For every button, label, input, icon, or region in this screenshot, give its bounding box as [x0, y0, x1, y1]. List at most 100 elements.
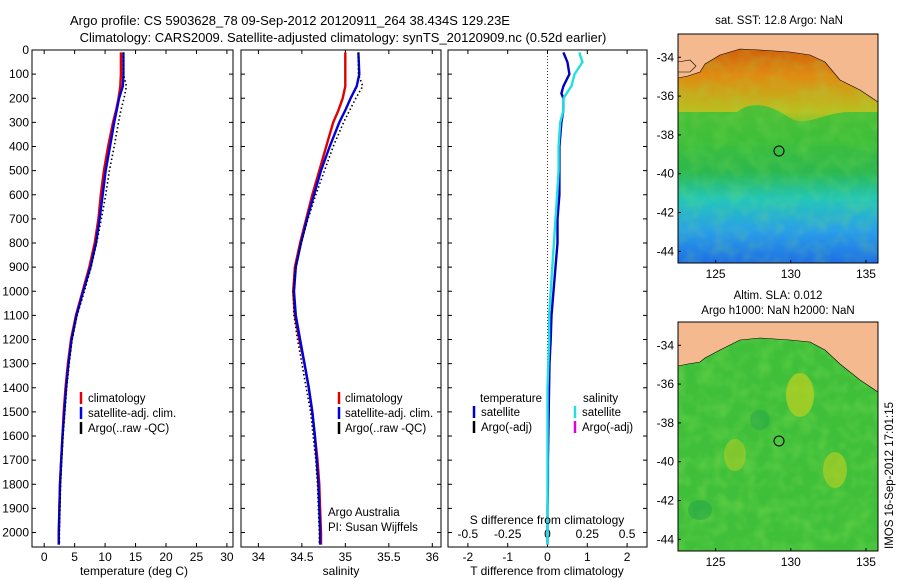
- salinity-axes-box: [240, 49, 442, 548]
- map-xtick-label: 130: [781, 267, 801, 281]
- xtick-label: 30: [220, 550, 234, 564]
- map-xtick-label: 135: [856, 555, 876, 569]
- legend-salinity-header: salinity: [583, 393, 618, 405]
- sst-map-title: sat. SST: 12.8 Argo: NaN: [715, 15, 843, 27]
- xtick-label: 35.5: [377, 550, 401, 564]
- ytick-label: 1600: [2, 429, 29, 443]
- legend-satellite-adj-label: satellite-adj. clim.: [88, 408, 176, 420]
- argo-australia-label: Argo Australia: [328, 507, 400, 519]
- map-ytick-label: -42: [657, 206, 675, 220]
- map-ytick-label: -38: [657, 128, 675, 142]
- legend-s-argo-label: Argo(-adj): [582, 422, 633, 434]
- ytick-label: 900: [9, 260, 29, 274]
- xtick-label: 1: [584, 550, 591, 564]
- s-difference-label: S difference from climatology: [470, 513, 625, 527]
- legend-t-argo-label: Argo(-adj): [481, 422, 532, 434]
- s-tick-label: 0.25: [576, 527, 600, 541]
- sst-argo-marker: [773, 145, 785, 157]
- xtick-label: 0: [41, 550, 48, 564]
- s-tick-label: 0.5: [619, 527, 636, 541]
- ytick-label: 1000: [2, 284, 29, 298]
- ytick-label: 2000: [2, 526, 29, 540]
- ytick-label: 1500: [2, 405, 29, 419]
- ytick-label: 200: [9, 91, 29, 105]
- xtick-label: 20: [159, 550, 173, 564]
- map-ytick-label: -40: [657, 455, 675, 469]
- sal-legend-argo-label: Argo(..raw -QC): [345, 423, 426, 435]
- ytick-label: 0: [22, 43, 29, 57]
- ytick-label: 1300: [2, 357, 29, 371]
- map-ytick-label: -34: [657, 50, 675, 64]
- temperature-panel: 0100200300400500600700800900100011001200…: [2, 43, 234, 578]
- xtick-label: 34.5: [290, 550, 314, 564]
- sla-coastline-land: [678, 322, 878, 393]
- sla-map-panel: Altim. SLA: 0.012 Argo h1000: NaN h2000:…: [657, 290, 879, 569]
- xtick-label: 5: [71, 550, 78, 564]
- sla-low-1: [750, 410, 770, 430]
- sst-coastline-islet: [678, 59, 697, 73]
- map-xtick-label: 125: [706, 267, 726, 281]
- legend-t-satellite-label: satellite: [481, 407, 520, 419]
- ytick-label: 1900: [2, 501, 29, 515]
- ytick-label: 100: [9, 67, 29, 81]
- salinity-xlabel: salinity: [323, 564, 360, 578]
- legend-climatology-label: climatology: [88, 393, 146, 405]
- temperature-xlabel: temperature (deg C): [80, 564, 188, 578]
- map-xtick-label: 130: [781, 555, 801, 569]
- series-argo-raw-qc-: [58, 52, 128, 545]
- sal-legend-satellite-adj-label: satellite-adj. clim.: [345, 408, 433, 420]
- ytick-label: 1800: [2, 477, 29, 491]
- xtick-label: 0: [544, 550, 551, 564]
- sst-coastline-land: [678, 34, 878, 103]
- map-xtick-label: 125: [706, 555, 726, 569]
- ytick-label: 1700: [2, 453, 29, 467]
- ytick-label: 300: [9, 115, 29, 129]
- t-difference-xlabel: T difference from climatology: [470, 564, 624, 578]
- map-xtick-label: 135: [856, 267, 876, 281]
- xtick-label: 36: [426, 550, 440, 564]
- salinity-panel: 34 34.5 35 35.5 36 salinity climatology sate…: [240, 49, 442, 578]
- sal-legend-climatology-label: climatology: [345, 393, 403, 405]
- map-ytick-label: -44: [657, 244, 675, 258]
- imos-timestamp: IMOS 16-Sep-2012 17:01:15: [884, 402, 896, 549]
- figure-title-line2: Climatology: CARS2009. Satellite-adjuste…: [80, 30, 607, 45]
- map-ytick-label: -42: [657, 494, 675, 508]
- figure-title-line1: Argo profile: CS 5903628_78 09-Sep-2012 …: [70, 13, 510, 28]
- sla-high-2: [823, 452, 847, 488]
- ytick-label: 800: [9, 236, 29, 250]
- series-argo-raw-qc-: [292, 52, 364, 545]
- legend-temperature-header: temperature: [480, 393, 542, 405]
- sla-map-title-line2: Argo h1000: NaN h2000: NaN: [701, 305, 854, 317]
- ytick-label: 1100: [3, 308, 29, 322]
- temperature-legend: climatology satellite-adj. clim. Argo(..…: [79, 392, 176, 435]
- ytick-label: 600: [9, 188, 29, 202]
- xtick-label: 2: [624, 550, 631, 564]
- xtick-label: 10: [98, 550, 112, 564]
- sla-low-2: [688, 500, 712, 520]
- temperature-axes-box: [31, 49, 234, 548]
- series-salinity-satellite: [546, 52, 584, 545]
- ytick-label: 500: [9, 164, 29, 178]
- map-ytick-label: -34: [657, 338, 675, 352]
- sla-argo-marker: [773, 435, 785, 447]
- s-tick-label: -0.5: [458, 527, 479, 541]
- legend-s-satellite-label: satellite: [582, 407, 621, 419]
- xtick-label: 34: [252, 550, 266, 564]
- map-ytick-label: -38: [657, 416, 675, 430]
- pi-label: PI: Susan Wijffels: [328, 522, 418, 534]
- ytick-label: 400: [9, 140, 29, 154]
- xtick-label: -1: [502, 550, 513, 564]
- ytick-label: 700: [9, 212, 29, 226]
- salinity-legend: climatology satellite-adj. clim. Argo(..…: [337, 392, 433, 435]
- ytick-label: 1200: [2, 333, 29, 347]
- xtick-label: -2: [463, 550, 474, 564]
- sla-map-title-line1: Altim. SLA: 0.012: [734, 290, 823, 302]
- map-ytick-label: -44: [657, 532, 675, 546]
- series-satellite-adj-clim-: [57, 52, 125, 545]
- xtick-label: 25: [190, 550, 204, 564]
- map-ytick-label: -36: [657, 89, 675, 103]
- sst-map-panel: sat. SST: 12.8 Argo: NaN: [657, 15, 879, 281]
- legend-argo-label: Argo(..raw -QC): [88, 423, 169, 435]
- sla-map-frame: [677, 321, 879, 552]
